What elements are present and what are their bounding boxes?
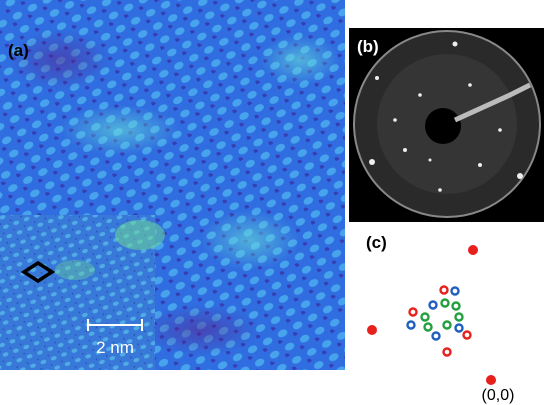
panel-label: (c) [366,233,387,252]
unit-cell [20,260,56,284]
diffraction-diagram [367,245,496,385]
panel-label: (a) [8,41,29,60]
origin-label: (0,0) [482,387,515,404]
inset: 2 nm [0,215,165,370]
scale-label: 2 nm [96,338,134,357]
leed-image [349,28,544,222]
panel-label: (b) [357,37,379,56]
